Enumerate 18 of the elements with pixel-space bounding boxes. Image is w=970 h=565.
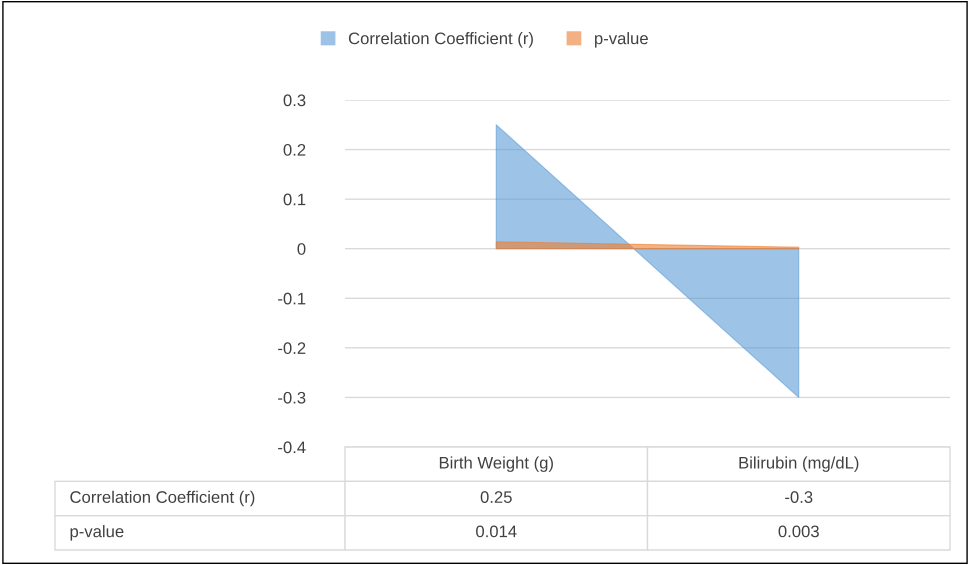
y-tick-label: -0.1 [278,292,306,304]
text: p-value [70,525,124,541]
y-tick-label: 0.1 [284,194,306,206]
x-tick-label: Bilirubin (mg/dL) [739,456,858,472]
data-label: 0.014 [476,526,517,538]
legend-label: p-value [595,32,648,48]
y-tick-label: -0.4 [278,441,306,454]
data-label: 0.25 [480,491,512,503]
data-label: -0.3 [785,491,812,503]
y-tick-label: 0.3 [284,94,306,106]
x-tick-label: Birth Weight (g) [440,456,553,472]
legend-label: Correlation Coefficient (r) [348,32,533,48]
y-tick-label: -0.2 [278,342,306,354]
text: Correlation Coefficient (r) [70,490,254,506]
y-tick-label: 0.2 [284,144,306,156]
data-label: 0.003 [778,526,819,538]
y-tick-label: 0 [297,243,306,255]
y-tick-label: -0.3 [278,392,306,404]
